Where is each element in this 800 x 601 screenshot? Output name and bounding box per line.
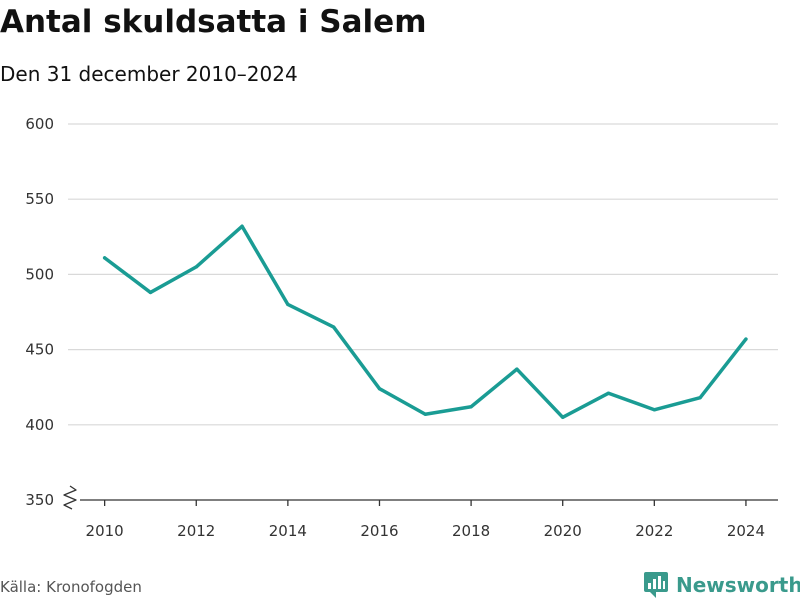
data-point <box>148 290 153 295</box>
data-point <box>286 302 290 307</box>
x-axis-labels: 2010 2012 2014 2016 2018 2020 2022 2024 <box>86 522 765 540</box>
axis-break-icon <box>63 485 77 510</box>
gridlines <box>68 123 778 426</box>
brand-name: Newsworthy <box>676 573 800 597</box>
chart-subtitle: Den 31 december 2010–2024 <box>0 62 298 86</box>
bar-chart-logo-icon <box>644 572 668 598</box>
series-layer <box>102 224 748 420</box>
x-tick-label: 2018 <box>452 522 490 540</box>
data-point <box>332 325 336 329</box>
x-tick-label: 2014 <box>269 522 307 540</box>
y-tick-label: 600 <box>25 115 54 133</box>
y-tick-label: 450 <box>25 341 54 359</box>
y-tick-label: 550 <box>25 190 54 208</box>
x-tick-label: 2016 <box>360 522 398 540</box>
source-note: Källa: Kronofogden <box>0 578 142 596</box>
series-line <box>102 224 748 420</box>
data-point <box>423 412 427 416</box>
x-tick-label: 2022 <box>635 522 673 540</box>
x-tick-label: 2020 <box>544 522 582 540</box>
data-point <box>515 367 519 371</box>
y-tick-label: 400 <box>25 416 54 434</box>
data-point <box>469 405 473 409</box>
y-tick-label: 500 <box>25 265 54 283</box>
brand-logo: Newsworthy <box>644 569 800 601</box>
data-point <box>606 391 611 395</box>
data-point <box>744 337 748 341</box>
x-tick-label: 2012 <box>177 522 215 540</box>
x-axis <box>63 485 778 510</box>
x-tick-label: 2024 <box>727 522 765 540</box>
data-point <box>103 256 107 260</box>
y-axis-labels: 350 400 450 500 550 600 <box>25 115 54 509</box>
data-point <box>377 387 382 391</box>
chart-title: Antal skuldsatta i Salem <box>0 4 427 40</box>
data-point <box>561 415 565 419</box>
x-tick-label: 2010 <box>86 522 124 540</box>
y-tick-label: 350 <box>25 491 54 509</box>
data-point <box>240 224 244 228</box>
data-point <box>652 408 656 412</box>
data-point <box>194 265 198 269</box>
data-point <box>698 396 702 400</box>
